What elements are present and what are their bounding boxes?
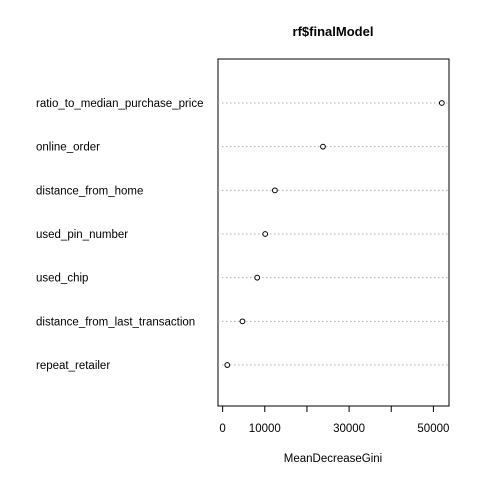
- category-label: online_order: [36, 142, 100, 154]
- category-label: ratio_to_median_purchase_price: [36, 98, 204, 110]
- x-tick-label: 50000: [417, 423, 449, 435]
- x-axis: 0 10000 30000 50000: [219, 406, 449, 435]
- x-tick-label: 10000: [249, 423, 281, 435]
- data-point: [224, 362, 231, 368]
- category-label: used_pin_number: [36, 229, 128, 241]
- data-point: [262, 231, 269, 237]
- category-label: used_chip: [36, 273, 88, 285]
- x-axis-label: MeanDecreaseGini: [284, 453, 382, 465]
- category-label: distance_from_home: [36, 185, 143, 197]
- category-label: distance_from_last_transaction: [36, 316, 195, 328]
- data-point: [239, 318, 246, 325]
- category-label: repeat_retailer: [36, 360, 110, 372]
- chart-title: rf$finalModel: [293, 24, 374, 39]
- data-point: [272, 187, 278, 194]
- x-tick-label: 30000: [333, 423, 365, 435]
- x-tick-label: 0: [219, 423, 225, 435]
- plot-frame: [217, 58, 450, 407]
- data-point: [320, 143, 326, 150]
- rows: ratio_to_median_purchase_price online_ord…: [36, 98, 449, 372]
- data-point: [254, 274, 261, 281]
- data-point: [438, 100, 445, 106]
